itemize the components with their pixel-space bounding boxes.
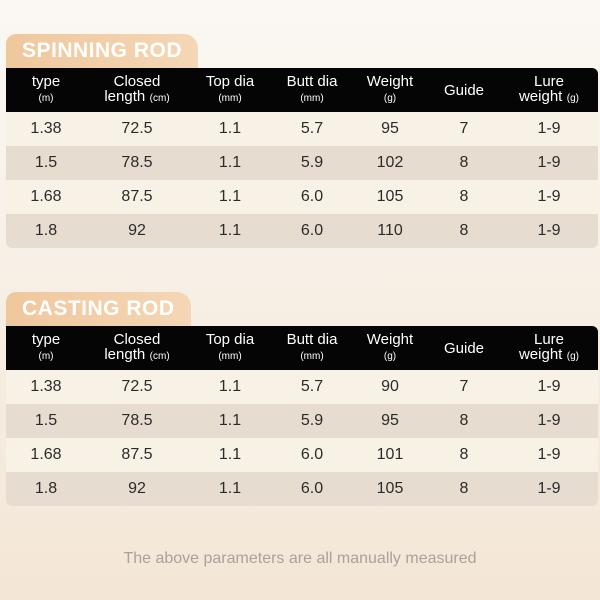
table-cell: 6.0 — [300, 222, 324, 239]
table-cell: 1-9 — [537, 446, 561, 463]
table-cell: 1.1 — [218, 154, 242, 171]
table-cell: 8 — [459, 446, 469, 463]
table-cell: 6.0 — [300, 188, 324, 205]
table-cell: 8 — [459, 412, 469, 429]
header-top-dia: Top dia (mm) — [205, 331, 255, 362]
table-cell: 95 — [381, 412, 399, 429]
header-top-dia: Top dia (mm) — [205, 73, 255, 104]
table-cell: 87.5 — [121, 446, 153, 463]
table-cell: 8 — [459, 154, 469, 171]
table-cell: 1.5 — [34, 412, 58, 429]
footnote: The above parameters are all manually me… — [123, 550, 477, 567]
table-cell: 5.9 — [300, 412, 324, 429]
table-cell: 8 — [459, 480, 469, 497]
casting-rod-table: type (m) Closed length (cm) Top dia (mm) Bu… — [6, 326, 598, 506]
table-cell: 1.8 — [34, 222, 58, 239]
table-cell: 1-9 — [537, 154, 561, 171]
table-cell: 78.5 — [121, 154, 153, 171]
table-cell: 95 — [381, 120, 399, 137]
table-cell: 8 — [459, 188, 469, 205]
table-cell: 105 — [376, 188, 404, 205]
table-cell: 90 — [381, 378, 399, 395]
table-row: 1.8 92 1.1 6.0 110 8 1-9 — [6, 214, 598, 248]
table-cell: 72.5 — [121, 378, 153, 395]
header-butt-dia: Butt dia (mm) — [286, 73, 338, 104]
table-cell: 1-9 — [537, 412, 561, 429]
header-weight: Weight (g) — [366, 331, 414, 362]
table-cell: 5.7 — [300, 120, 324, 137]
table-cell: 1.1 — [218, 188, 242, 205]
spinning-rod-title: SPINNING ROD — [6, 34, 199, 68]
table-cell: 102 — [376, 154, 404, 171]
table-row: 1.38 72.5 1.1 5.7 90 7 1-9 — [6, 370, 598, 404]
table-cell: 1.5 — [34, 154, 58, 171]
table-cell: 1-9 — [537, 222, 561, 239]
spinning-rod-table: type (m) Closed length (cm) Top dia (mm) Bu… — [6, 68, 598, 248]
header-type: type (m) — [31, 331, 61, 362]
table-cell: 5.9 — [300, 154, 324, 171]
header-weight: Weight (g) — [366, 73, 414, 104]
table-row: 1.5 78.5 1.1 5.9 95 8 1-9 — [6, 404, 598, 438]
table-cell: 7 — [459, 378, 469, 395]
table-cell: 1.68 — [30, 188, 62, 205]
table-cell: 8 — [459, 222, 469, 239]
table-row: 1.68 87.5 1.1 6.0 105 8 1-9 — [6, 180, 598, 214]
header-closed-length: Closed length (cm) — [104, 73, 170, 105]
table-cell: 1.1 — [218, 412, 242, 429]
casting-rod-title: CASTING ROD — [6, 292, 191, 326]
table-cell: 1.1 — [218, 222, 242, 239]
table-cell: 92 — [128, 222, 146, 239]
header-butt-dia: Butt dia (mm) — [286, 331, 338, 362]
table-cell: 101 — [376, 446, 404, 463]
table-cell: 1.38 — [30, 378, 62, 395]
table-cell: 78.5 — [121, 412, 153, 429]
spinning-rod-section: SPINNING ROD type (m) Closed length (cm) T… — [6, 34, 598, 248]
header-closed-length: Closed length (cm) — [104, 331, 170, 363]
table-row: 1.5 78.5 1.1 5.9 102 8 1-9 — [6, 146, 598, 180]
table-cell: 105 — [376, 480, 404, 497]
table-cell: 1-9 — [537, 120, 561, 137]
table-header-row: type (m) Closed length (cm) Top dia (mm) Bu… — [6, 68, 598, 112]
table-cell: 110 — [377, 222, 403, 239]
table-cell: 87.5 — [121, 188, 153, 205]
casting-rod-section: CASTING ROD type (m) Closed length (cm) To… — [6, 292, 598, 506]
table-cell: 1-9 — [537, 378, 561, 395]
table-cell: 6.0 — [300, 446, 324, 463]
table-cell: 1.68 — [30, 446, 62, 463]
header-lure-weight: Lure weight (g) — [518, 331, 580, 363]
table-cell: 1-9 — [537, 480, 561, 497]
table-cell: 6.0 — [300, 480, 324, 497]
table-cell: 1.1 — [218, 378, 242, 395]
table-row: 1.8 92 1.1 6.0 105 8 1-9 — [6, 472, 598, 506]
header-guide: Guide — [443, 81, 485, 99]
table-row: 1.68 87.5 1.1 6.0 101 8 1-9 — [6, 438, 598, 472]
table-cell: 1.8 — [34, 480, 58, 497]
table-row: 1.38 72.5 1.1 5.7 95 7 1-9 — [6, 112, 598, 146]
table-cell: 1.1 — [218, 446, 242, 463]
table-cell: 5.7 — [300, 378, 324, 395]
table-cell: 1-9 — [537, 188, 561, 205]
header-lure-weight: Lure weight (g) — [518, 73, 580, 105]
table-cell: 1.1 — [218, 120, 242, 137]
table-cell: 92 — [128, 480, 146, 497]
header-guide: Guide — [443, 339, 485, 357]
table-cell: 1.38 — [30, 120, 62, 137]
table-header-row: type (m) Closed length (cm) Top dia (mm) Bu… — [6, 326, 598, 370]
table-cell: 1.1 — [218, 480, 242, 497]
header-type: type (m) — [31, 73, 61, 104]
table-cell: 7 — [459, 120, 469, 137]
table-cell: 72.5 — [121, 120, 153, 137]
